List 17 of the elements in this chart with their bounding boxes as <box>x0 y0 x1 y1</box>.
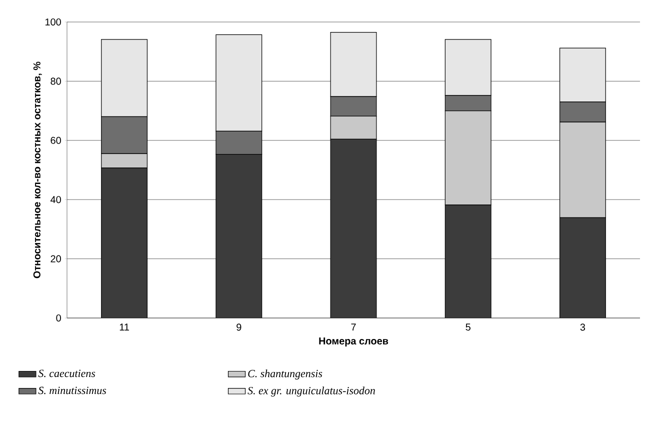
x-axis-title: Номера слоев <box>319 338 388 346</box>
y-tick-label: 60 <box>50 136 61 144</box>
x-tick-label: 11 <box>120 324 129 330</box>
x-tick-label: 3 <box>580 324 586 331</box>
y-tick-label: 20 <box>50 255 61 262</box>
x-tick-label: 9 <box>236 324 242 331</box>
y-tick-label: 100 <box>45 18 61 26</box>
y-tick-label: 40 <box>50 196 61 204</box>
legend-label: C. shantungensis <box>248 370 322 380</box>
x-tick-label: 7 <box>351 324 356 330</box>
legend-label: S. ex gr. unguiculatus-isodon <box>248 386 375 397</box>
y-tick-label: 0 <box>56 314 61 322</box>
y-tick-label: 80 <box>50 78 61 85</box>
x-tick-label: 5 <box>466 324 470 331</box>
legend-label: S. caecutiens <box>38 370 96 378</box>
legend-label: S. minutissimus <box>38 386 106 394</box>
y-axis-title: Относительное кол-во костных остатков, % <box>33 62 42 278</box>
